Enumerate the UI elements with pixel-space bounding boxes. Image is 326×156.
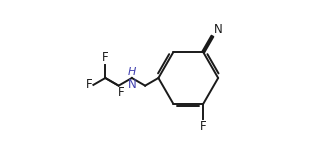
- Text: N: N: [214, 23, 222, 36]
- Text: H: H: [128, 67, 136, 77]
- Text: F: F: [102, 51, 109, 64]
- Text: N: N: [127, 78, 136, 91]
- Text: F: F: [200, 120, 207, 133]
- Text: F: F: [118, 85, 125, 98]
- Text: F: F: [86, 78, 93, 91]
